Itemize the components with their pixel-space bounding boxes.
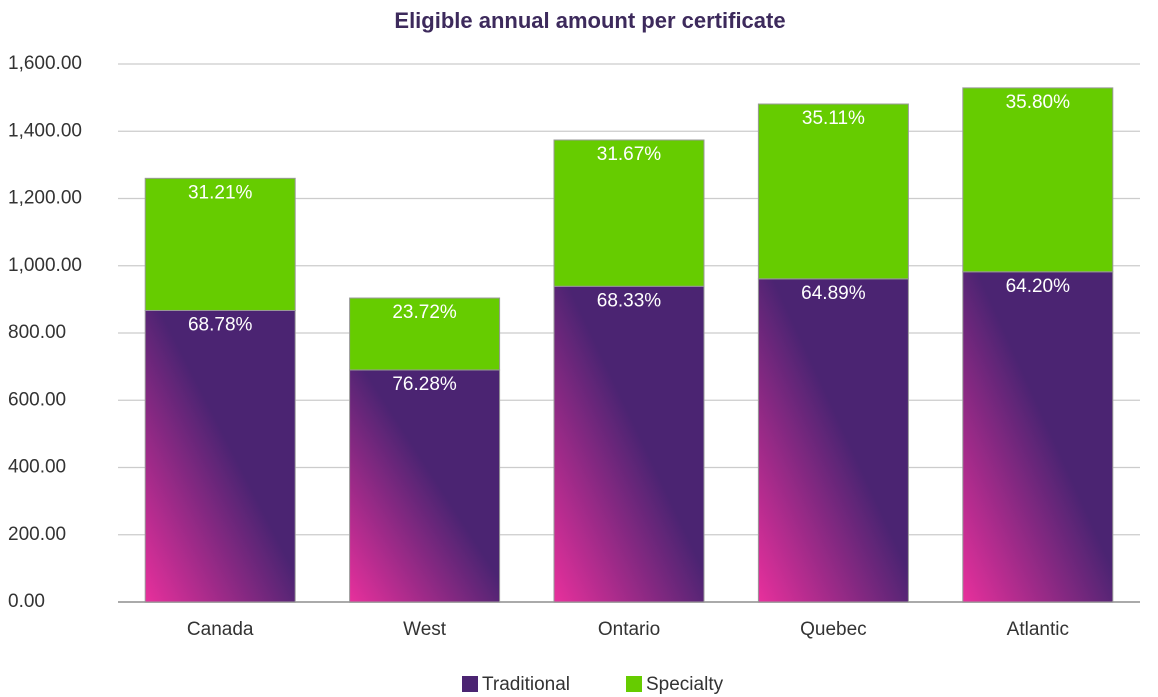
bar-segment	[349, 297, 501, 371]
data-label: 68.33%	[597, 290, 662, 311]
x-tick-label: Ontario	[598, 619, 660, 640]
y-tick-label: 400.00	[8, 457, 66, 478]
legend-swatch	[462, 676, 478, 692]
bar-segment	[144, 309, 296, 603]
bar-segment	[553, 139, 705, 287]
data-label: 64.20%	[1006, 276, 1071, 297]
legend-label: Traditional	[482, 674, 570, 695]
data-label: 31.67%	[597, 144, 662, 165]
y-tick-label: 1,400.00	[8, 120, 82, 141]
data-label: 76.28%	[392, 374, 457, 395]
legend-label: Specialty	[646, 674, 724, 695]
bar-segment	[962, 87, 1114, 273]
y-tick-label: 1,200.00	[8, 188, 82, 209]
bar-segment	[757, 278, 909, 603]
y-tick-label: 1,000.00	[8, 255, 82, 276]
y-tick-label: 200.00	[8, 524, 66, 545]
bar-segment	[553, 285, 705, 603]
data-label: 35.11%	[802, 108, 865, 129]
x-tick-label: West	[403, 619, 447, 640]
bar-segment	[757, 103, 909, 280]
data-label: 68.78%	[188, 314, 253, 335]
bar-segment	[144, 177, 296, 311]
y-tick-label: 800.00	[8, 322, 66, 343]
data-label: 64.89%	[801, 283, 866, 304]
x-tick-label: Canada	[187, 619, 254, 640]
chart-title: Eligible annual amount per certificate	[394, 8, 785, 33]
y-tick-label: 1,600.00	[8, 53, 82, 74]
bar-segment	[349, 369, 501, 603]
bar-segment	[962, 271, 1114, 603]
y-tick-label: 600.00	[8, 389, 66, 410]
legend-swatch	[626, 676, 642, 692]
x-tick-label: Quebec	[800, 619, 867, 640]
x-tick-label: Atlantic	[1007, 619, 1069, 640]
data-label: 31.21%	[188, 182, 253, 203]
data-label: 35.80%	[1006, 92, 1071, 113]
y-tick-label: 0.00	[8, 591, 45, 612]
data-label: 23.72%	[392, 302, 457, 323]
